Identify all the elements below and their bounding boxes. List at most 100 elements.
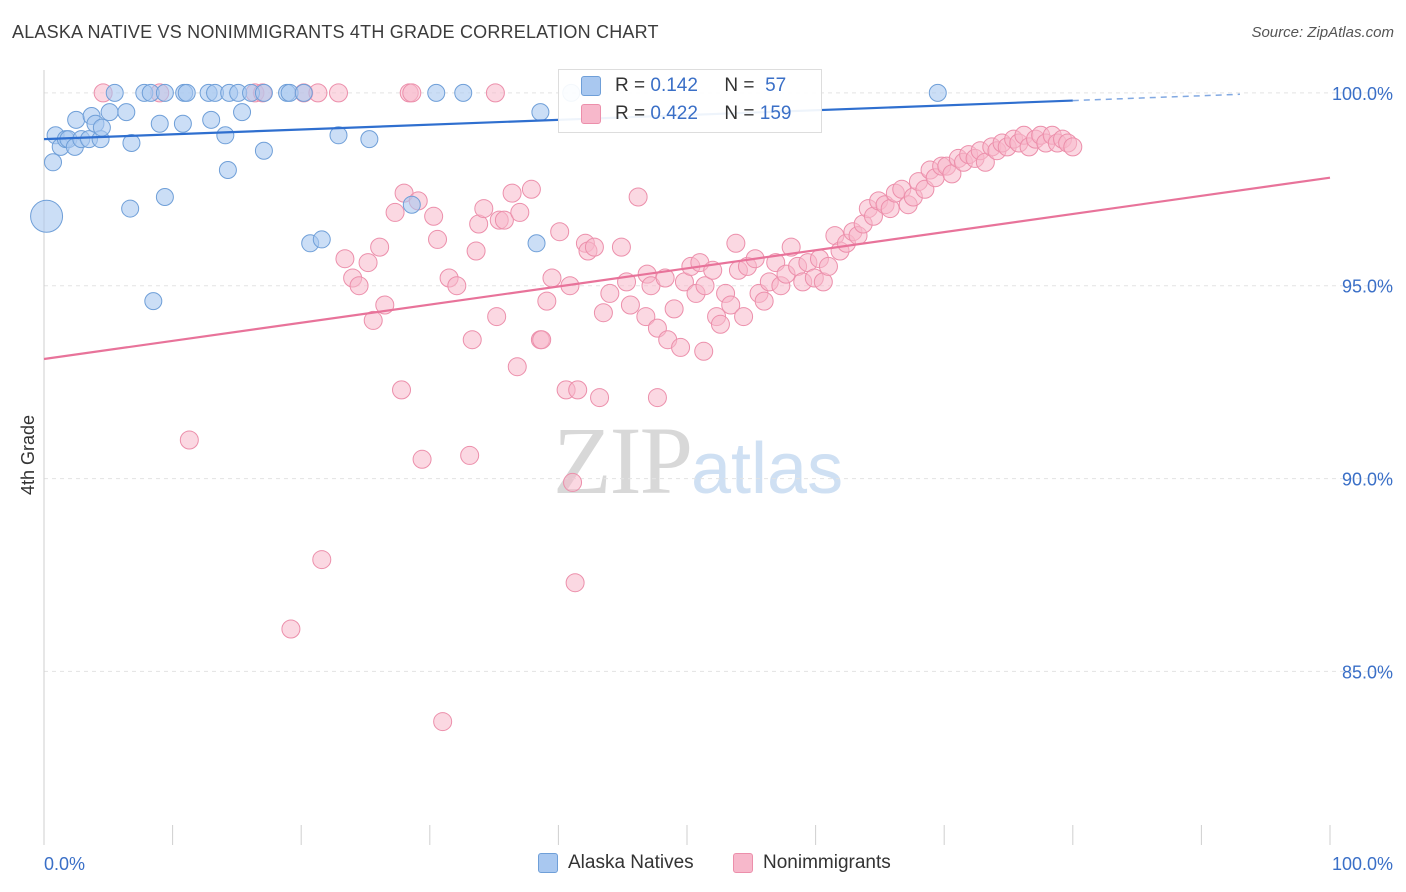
nonimmigrants-point — [590, 388, 610, 408]
nonimmigrants-point — [671, 337, 691, 357]
nonimmigrants-point — [363, 310, 383, 330]
nonimmigrants-trend-line — [43, 176, 1331, 361]
alaska-natives-point — [144, 292, 163, 311]
alaska-natives-point — [30, 199, 64, 233]
legend-item-alaska-natives[interactable]: Alaska Natives — [538, 852, 694, 874]
alaska-natives-point — [173, 114, 192, 133]
source-label: Source: ZipAtlas.com — [1251, 24, 1394, 41]
nonimmigrants-point — [726, 233, 746, 253]
stats-row-alaska-natives: R = 0.142 N = 57 — [581, 75, 786, 97]
stats-row-nonimmigrants: R = 0.422 N = 159 — [581, 103, 791, 125]
alaska-natives-point — [329, 126, 348, 145]
legend-label: Alaska Natives — [568, 852, 694, 873]
r-label: R = — [615, 103, 646, 124]
alaska-natives-point — [254, 141, 273, 160]
nonimmigrants-point — [335, 249, 355, 269]
nonimmigrants-point — [664, 299, 684, 319]
alaska-natives-point — [294, 83, 313, 102]
nonimmigrants-point — [179, 430, 199, 450]
alaska-natives-point — [150, 114, 169, 133]
nonimmigrants-point — [754, 291, 774, 311]
r-value: 0.422 — [650, 103, 698, 124]
axis-labels: 100.0% 95.0% 90.0% 85.0% 0.0% 100.0% 4th Grade — [18, 84, 1393, 874]
alaska-natives-point — [454, 83, 473, 102]
chart-title: ALASKA NATIVE VS NONIMMIGRANTS 4TH GRADE… — [12, 22, 659, 42]
alaska-natives-point — [531, 103, 550, 122]
alaska-natives-point — [177, 83, 196, 102]
y-tick-label: 90.0% — [1342, 470, 1393, 490]
nonimmigrants-point — [781, 237, 801, 257]
nonimmigrants-point — [392, 380, 412, 400]
alaska-natives-point — [216, 126, 235, 145]
stats-legend: R = 0.142 N = 57 R = 0.422 N = 159 — [558, 69, 822, 133]
nonimmigrants-point — [563, 472, 583, 492]
alaska-natives-point — [402, 195, 421, 214]
r-value: 0.142 — [650, 75, 698, 96]
nonimmigrants-point — [655, 268, 675, 288]
nonimmigrants-point — [466, 241, 486, 261]
alaska-natives-point — [254, 83, 273, 102]
alaska-natives-point — [233, 103, 252, 122]
n-label: N = — [724, 75, 755, 96]
nonimmigrants-point — [710, 314, 730, 334]
nonimmigrants-point — [428, 229, 448, 249]
alaska-natives-point — [100, 103, 119, 122]
nonimmigrants-point — [584, 237, 604, 257]
nonimmigrants-point — [370, 237, 390, 257]
nonimmigrants-point — [647, 388, 667, 408]
alaska-natives-point — [427, 83, 446, 102]
x-tick-label: 0.0% — [44, 854, 85, 874]
nonimmigrants-point — [695, 276, 715, 296]
nonimmigrants-point — [494, 210, 514, 230]
alaska-natives-point — [67, 110, 86, 129]
nonimmigrants-point — [537, 291, 557, 311]
nonimmigrants-point — [412, 449, 432, 469]
nonimmigrants-point — [460, 445, 480, 465]
legend-swatch-pink — [733, 853, 753, 873]
x-tick-label: 100.0% — [1332, 854, 1393, 874]
axes — [43, 70, 1331, 845]
blue-swatch — [581, 76, 601, 96]
nonimmigrants-point — [402, 83, 422, 103]
alaska-natives-point — [105, 83, 124, 102]
nonimmigrants-point — [1063, 137, 1083, 157]
n-value: 159 — [759, 103, 792, 124]
nonimmigrants-point — [694, 341, 714, 361]
nonimmigrants-point — [550, 222, 570, 242]
nonimmigrants-point — [734, 307, 754, 327]
nonimmigrants-point — [532, 330, 552, 350]
nonimmigrants-point — [312, 550, 332, 570]
alaska-natives-point — [312, 230, 331, 249]
nonimmigrants-point — [568, 380, 588, 400]
watermark-zip: ZIP — [553, 407, 693, 514]
nonimmigrants-point — [600, 283, 620, 303]
nonimmigrants-point — [447, 276, 467, 296]
nonimmigrants-point — [510, 202, 530, 222]
nonimmigrants-point — [385, 202, 405, 222]
nonimmigrants-point — [620, 295, 640, 315]
alaska-natives-point — [117, 103, 136, 122]
alaska-natives-point — [218, 161, 237, 179]
alaska-natives-point — [92, 118, 111, 137]
bottom-legend: Alaska Natives Nonimmigrants — [0, 852, 1406, 878]
n-value: 57 — [765, 75, 787, 96]
alaska-natives-point — [928, 83, 947, 102]
nonimmigrants-point — [462, 330, 482, 350]
nonimmigrants-point — [628, 187, 648, 207]
nonimmigrants-point — [521, 179, 541, 199]
alaska-natives-point — [155, 188, 174, 206]
alaska-natives-point — [527, 234, 546, 253]
alaska-natives-point — [360, 130, 379, 149]
nonimmigrants-point — [349, 276, 369, 296]
y-tick-label: 100.0% — [1332, 84, 1393, 104]
nonimmigrants-point — [721, 295, 741, 315]
legend-item-nonimmigrants[interactable]: Nonimmigrants — [733, 852, 891, 874]
trend-lines — [43, 93, 1331, 361]
pink-swatch — [581, 104, 601, 124]
alaska-natives-trend-extension — [1072, 93, 1241, 102]
nonimmigrants-point — [358, 253, 378, 273]
alaska-natives-point — [121, 199, 140, 218]
watermark-atlas: atlas — [691, 429, 844, 509]
nonimmigrants-point — [487, 307, 507, 327]
